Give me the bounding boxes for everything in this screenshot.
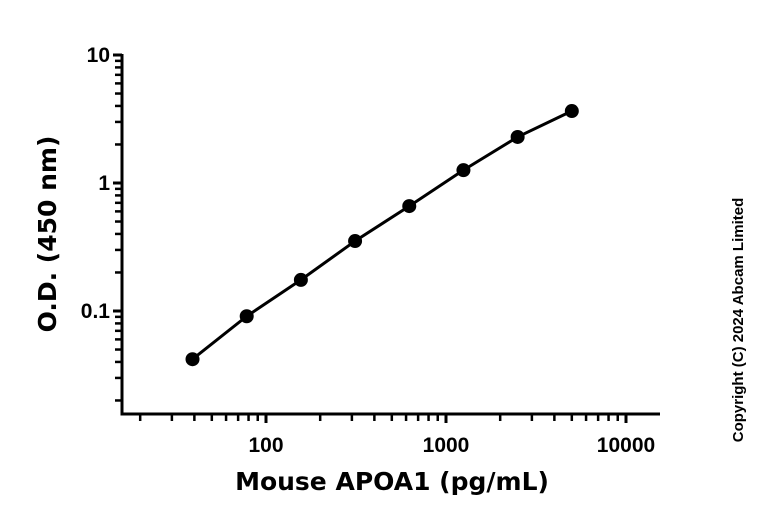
y-tick-label-10: 10 [87, 44, 110, 67]
x-tick-label-100: 100 [248, 434, 283, 457]
data-point [185, 352, 200, 367]
data-point [564, 104, 579, 119]
y-tick-label-1: 1 [98, 172, 110, 195]
y-axis [113, 53, 124, 416]
data-series [185, 104, 579, 367]
x-tick-labels: 100 1000 10000 [248, 434, 655, 457]
data-point [402, 199, 417, 214]
data-point [510, 129, 525, 144]
data-point [293, 272, 308, 287]
x-tick-label-1000: 1000 [423, 434, 470, 457]
data-point [456, 163, 471, 178]
curve-line [191, 109, 573, 361]
x-tick-label-10000: 10000 [597, 434, 655, 457]
y-axis-title: O.D. (450 nm) [33, 136, 62, 333]
x-axis [120, 412, 660, 423]
data-point [239, 309, 254, 324]
copyright-notice: Copyright (C) 2024 Abcam Limited [730, 198, 747, 442]
x-axis-title: Mouse APOA1 (pg/mL) [235, 467, 549, 496]
y-tick-labels: 0.1 1 10 [81, 44, 111, 323]
y-tick-label-0.1: 0.1 [81, 300, 111, 323]
data-point [348, 234, 363, 249]
